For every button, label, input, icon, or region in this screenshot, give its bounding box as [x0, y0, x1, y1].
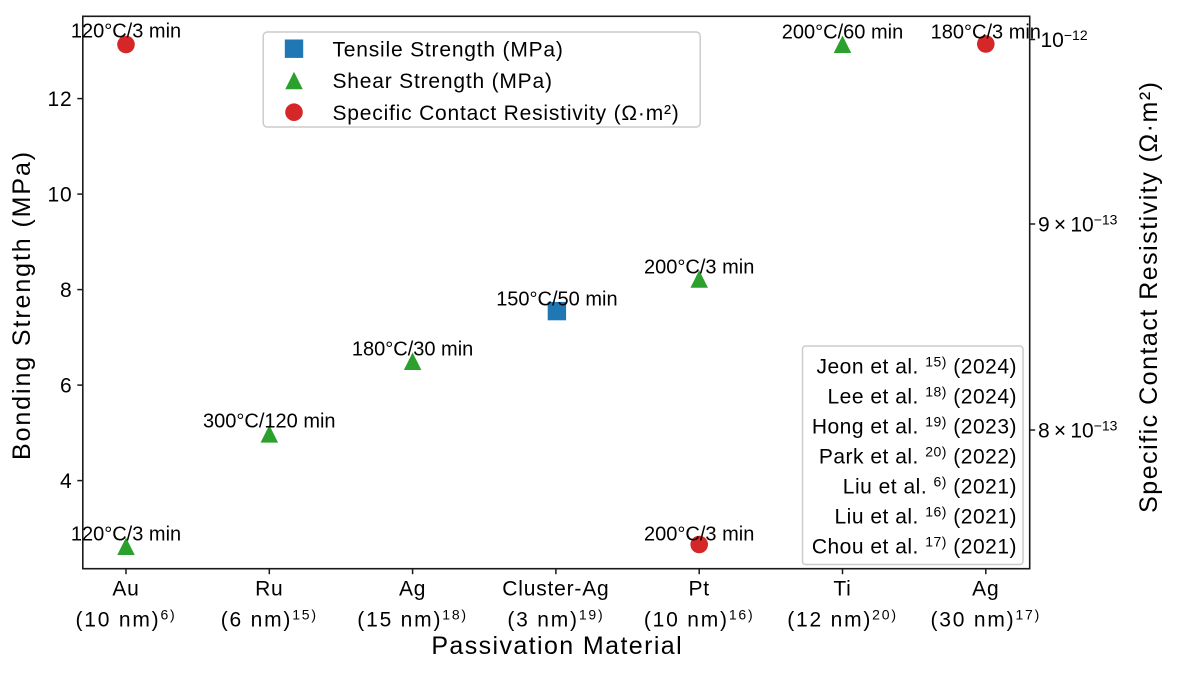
svg-text:(30 nm)17): (30 nm)17) — [931, 607, 1042, 632]
svg-text:Ti: Ti — [833, 578, 851, 601]
svg-text:120°C/3 min: 120°C/3 min — [71, 524, 181, 546]
svg-text:300°C/120 min: 300°C/120 min — [203, 411, 336, 433]
svg-text:10: 10 — [48, 184, 73, 207]
svg-text:4: 4 — [60, 470, 72, 493]
svg-text:Tensile Strength (MPa): Tensile Strength (MPa) — [333, 38, 564, 61]
svg-text:Pt: Pt — [688, 578, 709, 601]
svg-text:200°C/3 min: 200°C/3 min — [644, 524, 754, 546]
svg-text:150°C/50 min: 150°C/50 min — [496, 288, 617, 310]
svg-text:(12 nm)20): (12 nm)20) — [787, 607, 898, 632]
svg-text:Au: Au — [112, 578, 139, 601]
svg-text:180°C/30 min: 180°C/30 min — [352, 339, 473, 361]
svg-text:Jeon et al. 15) (2024): Jeon et al. 15) (2024) — [816, 354, 1017, 379]
svg-text:Specific Contact Resistivity (: Specific Contact Resistivity (Ω·m²) — [1135, 81, 1163, 513]
svg-text:Shear Strength (MPa): Shear Strength (MPa) — [333, 70, 553, 93]
svg-text:Chou et al. 17) (2021): Chou et al. 17) (2021) — [812, 534, 1017, 559]
svg-text:6: 6 — [60, 375, 72, 398]
svg-text:180°C/3 min: 180°C/3 min — [931, 22, 1041, 44]
svg-text:Park et al. 20) (2022): Park et al. 20) (2022) — [819, 444, 1017, 469]
svg-text:Hong et al. 19) (2023): Hong et al. 19) (2023) — [812, 414, 1017, 439]
svg-text:200°C/3 min: 200°C/3 min — [644, 256, 754, 278]
svg-text:Ag: Ag — [972, 578, 999, 601]
svg-text:Cluster-Ag: Cluster-Ag — [502, 578, 609, 601]
svg-text:8: 8 — [60, 279, 72, 302]
svg-text:Ru: Ru — [255, 578, 283, 601]
svg-text:Lee et al. 18) (2024): Lee et al. 18) (2024) — [827, 384, 1017, 409]
svg-text:Liu et al. 6) (2021): Liu et al. 6) (2021) — [843, 474, 1017, 499]
svg-text:12: 12 — [48, 88, 73, 111]
svg-text:200°C/60 min: 200°C/60 min — [782, 22, 903, 44]
svg-text:(10 nm)6): (10 nm)6) — [75, 607, 176, 632]
svg-text:Ag: Ag — [399, 578, 426, 601]
svg-text:120°C/3 min: 120°C/3 min — [71, 21, 181, 43]
svg-text:Bonding Strength (MPa): Bonding Strength (MPa) — [8, 150, 36, 460]
svg-text:Passivation Material: Passivation Material — [431, 632, 683, 660]
svg-text:Specific Contact Resistivity (: Specific Contact Resistivity (Ω·m²) — [333, 102, 680, 125]
